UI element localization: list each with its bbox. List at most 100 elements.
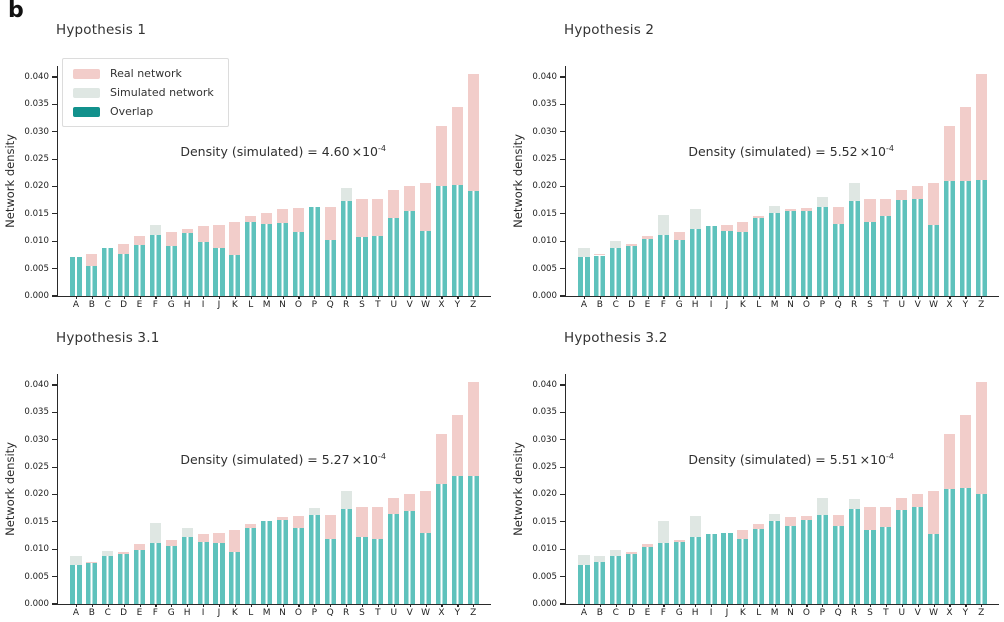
x-tick-label-K: K: [735, 296, 751, 312]
y-tick-mark: [52, 103, 58, 105]
bar-slot-P: [306, 66, 322, 296]
x-tick-mark: [933, 604, 935, 607]
bar-slot-Q: [830, 374, 846, 604]
simulated-network-bar-M: [769, 513, 781, 521]
y-axis-label: Network density: [2, 442, 17, 536]
real-network-bar-Y: [959, 106, 971, 181]
simulated-network-bar-R: [848, 498, 860, 510]
x-tick-label-A: A: [576, 296, 592, 312]
bar-slot-V: [402, 66, 418, 296]
bar-group-B: [594, 253, 606, 296]
x-tick-mark: [949, 296, 951, 299]
overlap-bar-G: [165, 545, 177, 604]
real-network-bar-G: [165, 539, 177, 546]
x-tick-mark: [187, 296, 189, 299]
simulated-network-bar-R: [340, 187, 352, 202]
y-tick-label: 0.000: [24, 291, 49, 301]
x-tick-label-U: U: [386, 604, 402, 620]
legend-item-simulated-network: Simulated network: [73, 86, 214, 99]
x-tick-mark: [615, 604, 617, 607]
x-tick-label-W: W: [418, 604, 434, 620]
real-network-bar-M: [261, 520, 273, 522]
bar-group-U: [896, 189, 908, 296]
x-tick-mark: [218, 604, 221, 607]
overlap-bar-P: [816, 514, 828, 604]
bar-slot-Z: [973, 66, 989, 296]
overlap-bar-T: [372, 236, 384, 296]
overlap-bar-J: [213, 542, 225, 604]
real-network-bar-B: [86, 253, 98, 266]
bar-slot-V: [910, 374, 926, 604]
x-tick-mark: [75, 296, 78, 299]
x-tick-mark: [965, 296, 967, 299]
bar-slot-S: [354, 374, 370, 604]
overlap-bar-K: [229, 551, 241, 604]
chart-title: Hypothesis 1: [56, 22, 147, 38]
x-tick-mark: [457, 604, 459, 607]
bar-slot-N: [275, 66, 291, 296]
x-tick-mark: [123, 296, 125, 299]
overlap-bar-Z: [467, 190, 479, 296]
overlap-bar-H: [181, 233, 193, 296]
bar-slot-I: [195, 66, 211, 296]
overlap-bar-D: [626, 553, 638, 604]
real-network-bar-Y: [451, 414, 463, 477]
x-tick-label-C: C: [608, 296, 624, 312]
y-tick-mark: [560, 158, 566, 160]
real-network-bar-Z: [975, 382, 987, 494]
x-tick-label-B: B: [84, 296, 100, 312]
bar-group-I: [197, 533, 209, 604]
bar-slot-D: [116, 66, 132, 296]
overlap-bar-Q: [832, 224, 844, 296]
bar-group-P: [308, 206, 320, 296]
overlap-bar-V: [912, 199, 924, 296]
x-tick-mark: [583, 604, 586, 607]
overlap-bar-K: [737, 231, 749, 296]
x-tick-label-P: P: [814, 296, 830, 312]
real-network-bar-T: [372, 506, 384, 540]
simulated-network-bar-F: [657, 214, 669, 235]
y-axis-label: Network density: [510, 134, 525, 228]
simulated-network-bar-R: [848, 183, 860, 202]
y-tick-label: 0.005: [532, 263, 557, 274]
plot-area: Density (simulated) = 5.51 ×10-4 0.000 0.0…: [532, 374, 999, 618]
overlap-bar-X: [943, 181, 955, 296]
bar-group-R: [848, 498, 860, 604]
x-tick-mark: [250, 296, 252, 299]
overlap-bar-L: [245, 527, 257, 604]
bar-group-M: [769, 513, 781, 604]
x-tick-mark: [869, 604, 872, 607]
x-tick-label-M: M: [259, 296, 275, 312]
bar-group-G: [673, 539, 685, 604]
bar-group-T: [372, 198, 384, 296]
bar-group-S: [864, 199, 876, 296]
bar-slot-F: [147, 66, 163, 296]
x-tick-label-Z: Z: [465, 604, 481, 620]
y-tick-mark: [560, 521, 566, 523]
y-tick-label: 0.005: [24, 571, 49, 582]
x-tick-mark: [838, 604, 840, 607]
x-tick-mark: [346, 604, 348, 607]
x-tick-mark: [123, 604, 125, 607]
real-network-bar-D: [626, 551, 638, 554]
overlap-bar-S: [864, 222, 876, 296]
bar-group-T: [880, 198, 892, 296]
bar-group-G: [673, 231, 685, 296]
bar-group-L: [753, 216, 765, 296]
bar-group-L: [245, 216, 257, 296]
bar-slot-R: [846, 374, 862, 604]
x-tick-label-Q: Q: [322, 296, 338, 312]
real-network-bar-E: [133, 235, 146, 245]
x-tick-label-X: X: [941, 604, 957, 620]
bar-slot-K: [227, 66, 243, 296]
overlap-bar-L: [753, 529, 765, 604]
overlap-bar-R: [848, 201, 860, 296]
bar-group-C: [102, 247, 114, 296]
x-tick-label-C: C: [100, 604, 116, 620]
x-tick-mark: [758, 604, 760, 607]
y-tick-mark: [52, 576, 58, 578]
bar-group-O: [800, 208, 812, 296]
overlap-bar-P: [308, 514, 320, 604]
x-tick-mark: [901, 296, 903, 299]
x-tick-label-U: U: [386, 296, 402, 312]
